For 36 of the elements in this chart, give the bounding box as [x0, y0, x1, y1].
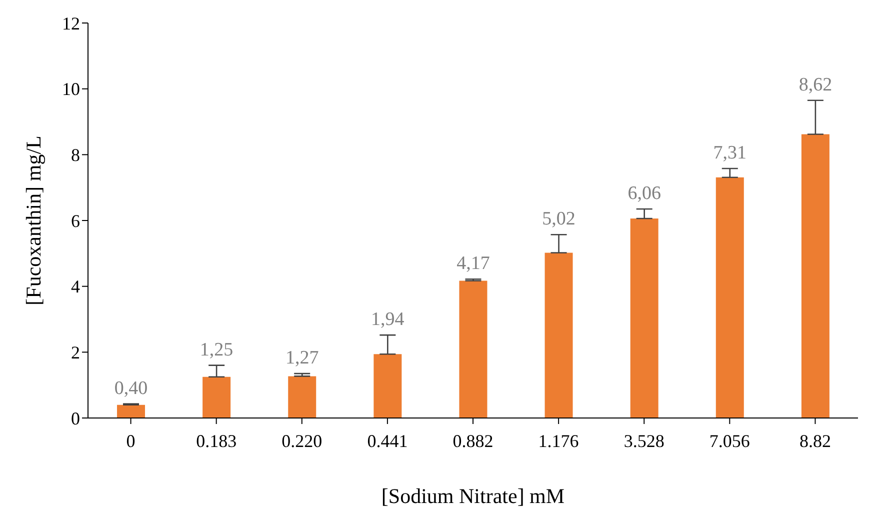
x-tick-label: 0.441	[367, 430, 408, 451]
y-tick-label: 2	[71, 342, 80, 363]
y-axis-title: [Fucoxanthin] mg/L	[21, 136, 46, 306]
data-label: 1,94	[371, 309, 405, 330]
x-axis-title: [Sodium Nitrate] mM	[381, 484, 565, 508]
data-label: 0,40	[114, 378, 148, 399]
data-label: 4,17	[456, 253, 490, 274]
bar	[544, 252, 573, 418]
x-tick-label: 0.882	[452, 430, 494, 451]
bar	[202, 376, 231, 418]
y-tick-label: 0	[71, 408, 80, 428]
x-tick-label: 3.528	[624, 430, 664, 451]
bar	[716, 177, 744, 418]
bar	[117, 404, 145, 418]
y-tick-label: 8	[71, 145, 80, 166]
data-label: 1,25	[200, 339, 234, 360]
x-tick-label: 1.176	[538, 430, 579, 451]
bar	[288, 376, 316, 418]
data-label: 1,27	[285, 348, 319, 369]
data-label: 5,02	[542, 208, 576, 230]
bar	[374, 354, 402, 418]
data-label: 8,62	[798, 74, 832, 96]
bar	[459, 280, 488, 418]
y-tick-label: 12	[62, 13, 80, 34]
x-tick-label: 0.220	[282, 430, 322, 451]
y-tick-label: 4	[71, 276, 80, 297]
x-tick-label: 8.82	[799, 430, 831, 451]
bar	[801, 134, 830, 418]
data-label: 7,31	[713, 142, 747, 164]
x-tick-label: 7.056	[709, 430, 750, 451]
y-tick-label: 6	[71, 210, 80, 231]
x-tick-label: 0	[126, 430, 136, 451]
data-label: 6,06	[628, 182, 661, 204]
y-tick-label: 10	[62, 79, 80, 100]
x-tick-label: 0.183	[196, 430, 237, 451]
bar	[630, 218, 658, 418]
